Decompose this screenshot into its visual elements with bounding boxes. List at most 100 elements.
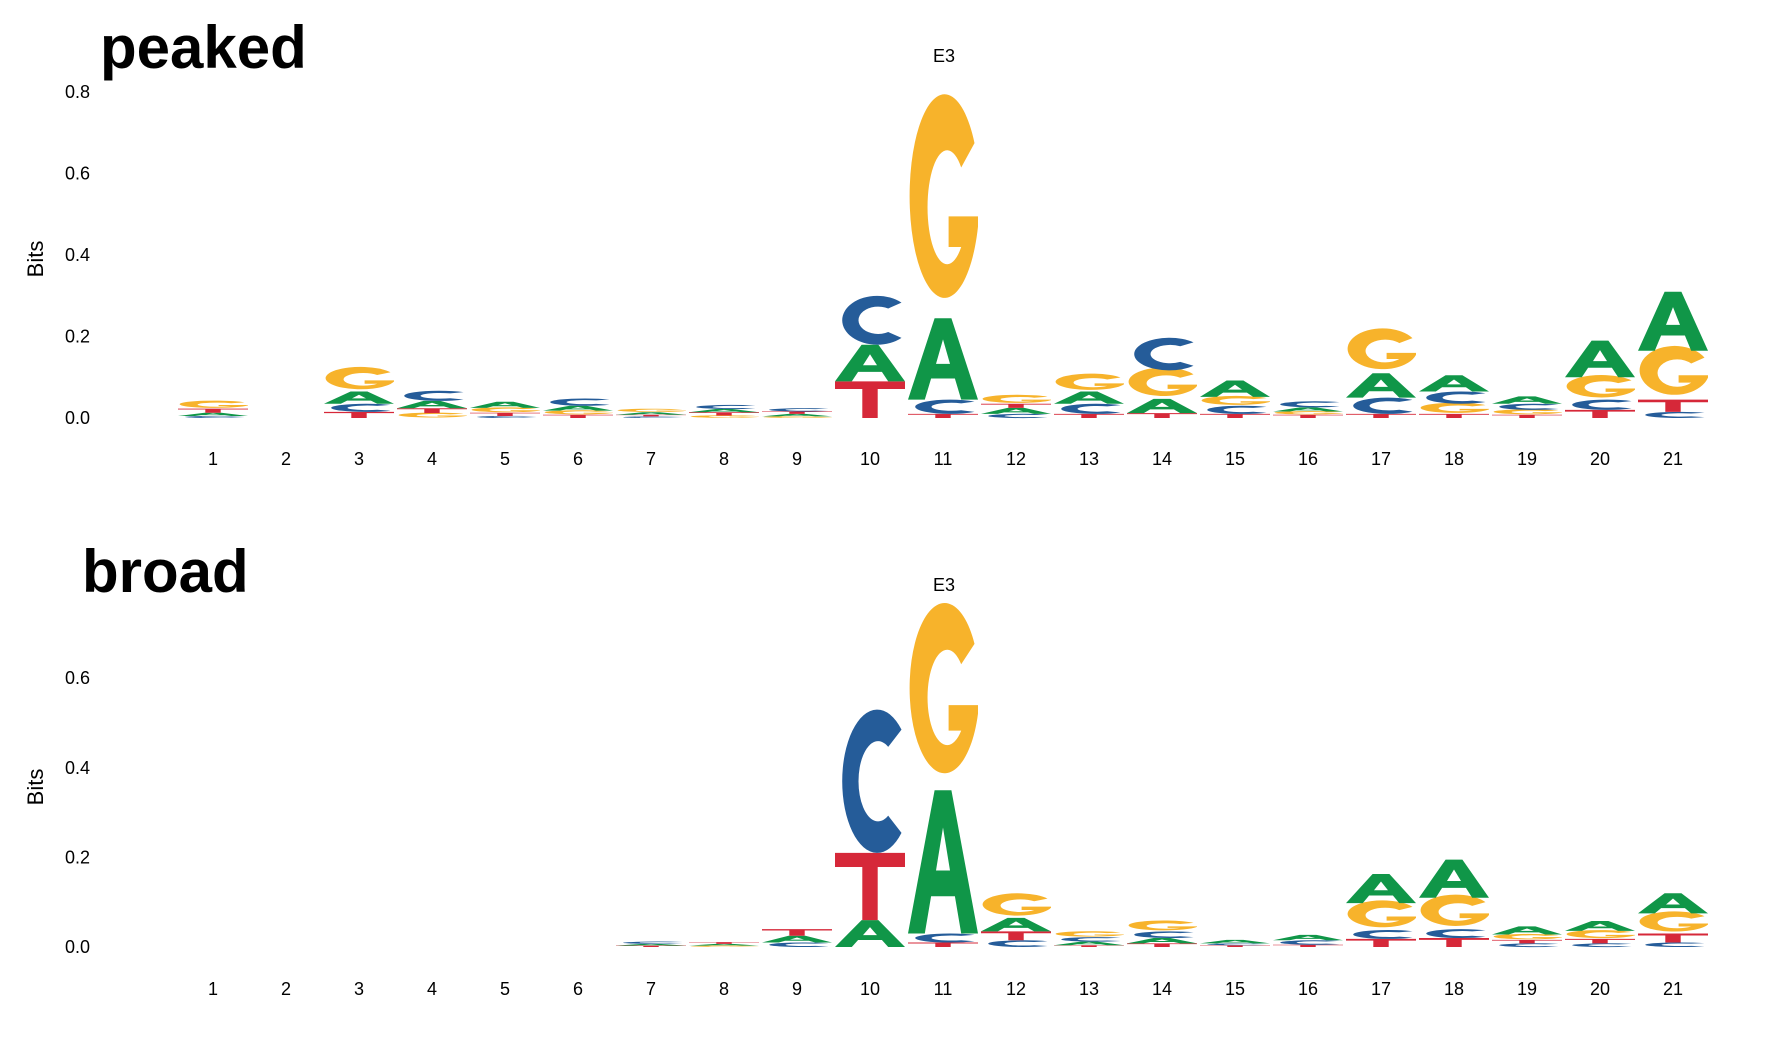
x-tick-label: 7 xyxy=(646,979,656,999)
letter-g xyxy=(1566,930,1635,939)
logo-column xyxy=(1565,921,1635,947)
letter-c xyxy=(696,404,756,410)
logo-column xyxy=(981,893,1051,947)
x-tick-label: 19 xyxy=(1517,979,1537,999)
letter-t xyxy=(1200,413,1270,418)
letter-c xyxy=(915,399,975,414)
letter-t xyxy=(1273,944,1343,947)
letter-c xyxy=(1207,405,1267,414)
letter-a xyxy=(1565,340,1635,378)
logo-column xyxy=(835,709,905,947)
letter-t xyxy=(1565,938,1635,944)
letter-a xyxy=(1492,926,1562,935)
x-tick-label: 16 xyxy=(1298,449,1318,469)
letter-g xyxy=(1347,900,1416,928)
logo-column xyxy=(908,602,978,947)
logo-column xyxy=(908,94,978,418)
x-tick-label: 21 xyxy=(1663,979,1683,999)
letter-t xyxy=(1054,945,1124,947)
logo-column xyxy=(1054,373,1124,418)
y-tick-label: 0.2 xyxy=(65,847,90,867)
letter-g xyxy=(1055,373,1124,390)
letter-c xyxy=(1353,397,1413,414)
letter-g xyxy=(909,94,978,298)
logo-column xyxy=(1273,401,1343,418)
logo-panel-broad: E3 Bits 0.00.20.40.6 1 2 3 4 5 6 7 8 9 10 11 12 13 14… xyxy=(23,575,1708,999)
letter-t xyxy=(1565,409,1635,418)
letter-a xyxy=(543,405,613,411)
x-tick-label: 2 xyxy=(281,449,291,469)
letter-t xyxy=(324,411,394,418)
y-tick-label: 0.6 xyxy=(65,164,90,184)
letter-g xyxy=(1347,328,1416,370)
letter-a xyxy=(1492,396,1562,404)
letter-c xyxy=(988,940,1048,947)
y-axis-label: Bits xyxy=(23,241,48,278)
letter-t xyxy=(1419,938,1489,947)
letter-t xyxy=(1200,945,1270,947)
x-tick-label: 1 xyxy=(208,449,218,469)
letter-g xyxy=(1420,402,1489,413)
y-tick-label: 0.2 xyxy=(65,327,90,347)
letter-a xyxy=(1127,938,1197,944)
letter-t xyxy=(1054,413,1124,418)
letter-g xyxy=(1128,920,1197,931)
y-tick-label: 0.4 xyxy=(65,245,90,265)
letter-t xyxy=(470,412,540,416)
letter-g xyxy=(544,410,613,415)
letter-g xyxy=(982,394,1051,403)
x-tick-label: 9 xyxy=(792,449,802,469)
letter-g xyxy=(1639,911,1708,932)
y-axis-label: Bits xyxy=(23,769,48,806)
letter-g xyxy=(325,366,394,390)
letter-c xyxy=(769,408,829,412)
letter-t xyxy=(1419,413,1489,418)
logo-column xyxy=(1492,926,1562,947)
chart-title: E3 xyxy=(933,575,955,595)
letter-t xyxy=(1127,943,1197,947)
letter-a xyxy=(1200,939,1270,944)
logo-stacks xyxy=(616,602,1708,947)
letter-g xyxy=(398,412,467,418)
letter-t xyxy=(543,414,613,418)
letter-a xyxy=(1346,373,1416,398)
letter-c xyxy=(477,415,537,418)
logo-column xyxy=(1273,934,1343,947)
y-axis-ticks: 0.0 0.2 0.4 0.6 0.8 xyxy=(65,82,90,428)
x-tick-label: 13 xyxy=(1079,449,1099,469)
x-tick-label: 16 xyxy=(1298,979,1318,999)
logo-column xyxy=(1565,340,1635,418)
x-tick-label: 20 xyxy=(1590,449,1610,469)
logo-column xyxy=(981,394,1051,418)
letter-g xyxy=(1420,894,1489,926)
x-tick-label: 17 xyxy=(1371,979,1391,999)
letter-c xyxy=(842,295,902,345)
logo-column xyxy=(178,400,248,418)
logo-column xyxy=(1492,396,1562,418)
letter-t xyxy=(1346,413,1416,418)
logo-column xyxy=(397,390,467,418)
x-tick-label: 8 xyxy=(719,979,729,999)
y-tick-label: 0.0 xyxy=(65,408,90,428)
x-tick-label: 14 xyxy=(1152,449,1172,469)
letter-a xyxy=(1346,873,1416,904)
letter-t xyxy=(616,945,686,947)
logo-column xyxy=(1200,939,1270,947)
logo-column xyxy=(1054,931,1124,947)
panel-label-broad: broad xyxy=(82,538,249,605)
letter-t xyxy=(1127,413,1197,418)
x-tick-label: 10 xyxy=(860,449,880,469)
logo-column xyxy=(762,408,832,418)
letter-c xyxy=(988,413,1048,418)
letter-c xyxy=(1353,929,1413,939)
logo-column xyxy=(324,366,394,418)
letter-a xyxy=(689,943,759,946)
letter-c xyxy=(1499,403,1559,410)
letter-a xyxy=(835,344,905,382)
letter-c xyxy=(1645,411,1705,418)
letter-t xyxy=(1346,938,1416,947)
letter-g xyxy=(1128,367,1197,397)
letter-t xyxy=(981,403,1051,408)
letter-c xyxy=(769,942,829,947)
